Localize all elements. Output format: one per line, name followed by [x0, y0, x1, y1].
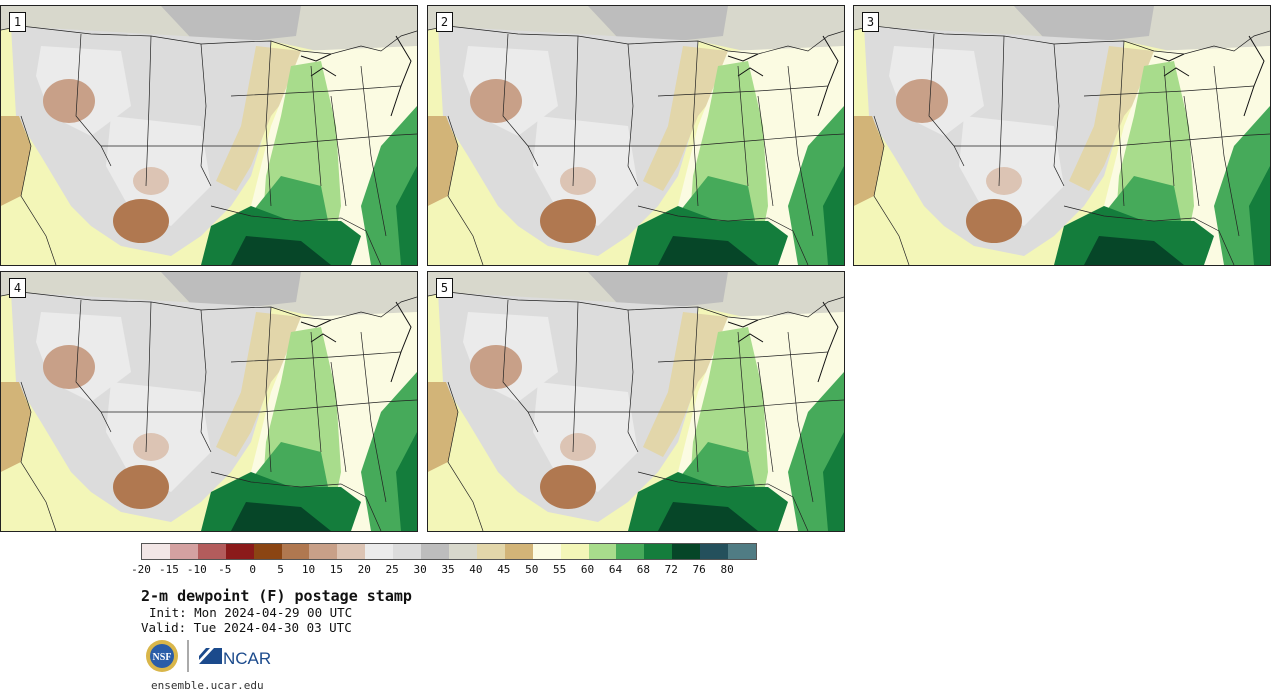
- colorbar-swatch: [197, 544, 226, 559]
- colorbar-swatch: [142, 544, 170, 559]
- colorbar-swatch: [309, 544, 338, 559]
- figure-title: 2-m dewpoint (F) postage stamp: [141, 587, 412, 605]
- logos: NSF NCAR: [146, 640, 271, 672]
- colorbar-swatch: [504, 544, 533, 559]
- colorbar-swatch: [616, 544, 645, 559]
- dewpoint-map: [428, 6, 844, 265]
- colorbar-swatch: [281, 544, 310, 559]
- colorbar-tick-label: 64: [608, 563, 623, 576]
- colorbar-swatch: [225, 544, 254, 559]
- colorbar-swatch: [700, 544, 729, 559]
- map-panel-2: 2: [427, 5, 845, 266]
- svg-text:NCAR: NCAR: [223, 649, 271, 668]
- panel-label: 3: [862, 12, 879, 32]
- colorbar-tick-label: -20: [131, 563, 151, 576]
- colorbar-tick-label: 20: [357, 563, 371, 576]
- map-panel-4: 4: [0, 271, 418, 532]
- colorbar-tick-label: -5: [218, 563, 232, 576]
- colorbar-swatch: [672, 544, 701, 559]
- colorbar-swatch: [560, 544, 589, 559]
- colorbar-swatch: [476, 544, 505, 559]
- map-panel-1: 1: [0, 5, 418, 266]
- colorbar-tick-label: 60: [580, 563, 595, 576]
- panel-label: 1: [9, 12, 26, 32]
- colorbar-swatch: [728, 544, 756, 559]
- colorbar-swatch: [448, 544, 477, 559]
- colorbar-tick-label: 68: [636, 563, 650, 576]
- colorbar-tick-label: 15: [329, 563, 343, 576]
- panel-label: 2: [436, 12, 453, 32]
- colorbar-tick-label: 50: [525, 563, 539, 576]
- dewpoint-map: [854, 6, 1270, 265]
- colorbar-tick-label: 25: [385, 563, 399, 576]
- map-panel-5: 5: [427, 271, 845, 532]
- colorbar-swatch: [644, 544, 673, 559]
- colorbar-tick-label: -15: [158, 563, 179, 576]
- ncar-logo: NCAR: [199, 648, 271, 668]
- colorbar-swatch: [253, 544, 282, 559]
- colorbar-swatch: [421, 544, 449, 559]
- colorbar-tick-label: 76: [692, 563, 706, 576]
- dewpoint-map: [428, 272, 844, 531]
- nsf-logo: NSF: [146, 640, 178, 672]
- init-time: Init: Mon 2024-04-29 00 UTC: [149, 605, 353, 620]
- valid-time: Valid: Tue 2024-04-30 03 UTC: [141, 620, 352, 635]
- colorbar: [141, 543, 757, 560]
- colorbar-tick-label: 40: [469, 563, 483, 576]
- colorbar-swatch: [588, 544, 617, 559]
- dewpoint-map: [1, 272, 417, 531]
- colorbar-tick-label: 30: [413, 563, 427, 576]
- colorbar-tick-label: -10: [186, 563, 207, 576]
- colorbar-tick-label: 55: [553, 563, 567, 576]
- panel-label: 5: [436, 278, 453, 298]
- colorbar-swatch: [393, 544, 422, 559]
- colorbar-tick-label: 5: [277, 563, 284, 576]
- colorbar-tick-label: 35: [441, 563, 455, 576]
- map-panel-3: 3: [853, 5, 1271, 266]
- colorbar-swatch: [169, 544, 198, 559]
- dewpoint-map: [1, 6, 417, 265]
- colorbar-tick-label: 72: [664, 563, 678, 576]
- panel-label: 4: [9, 278, 26, 298]
- colorbar-swatch: [337, 544, 366, 559]
- colorbar-swatch: [532, 544, 561, 559]
- website-url: ensemble.ucar.edu: [151, 679, 264, 692]
- colorbar-ticks: -20 -15 -10 -5 0 5 10 15 20 25 30 35 40 45 50 55 60 64 68 7…: [131, 563, 761, 577]
- svg-text:NSF: NSF: [153, 652, 172, 663]
- colorbar-tick-label: 10: [301, 563, 316, 576]
- colorbar-tick-label: 45: [497, 563, 511, 576]
- colorbar-tick-label: 0: [249, 563, 256, 576]
- colorbar-swatch: [365, 544, 394, 559]
- colorbar-tick-label: 80: [720, 563, 734, 576]
